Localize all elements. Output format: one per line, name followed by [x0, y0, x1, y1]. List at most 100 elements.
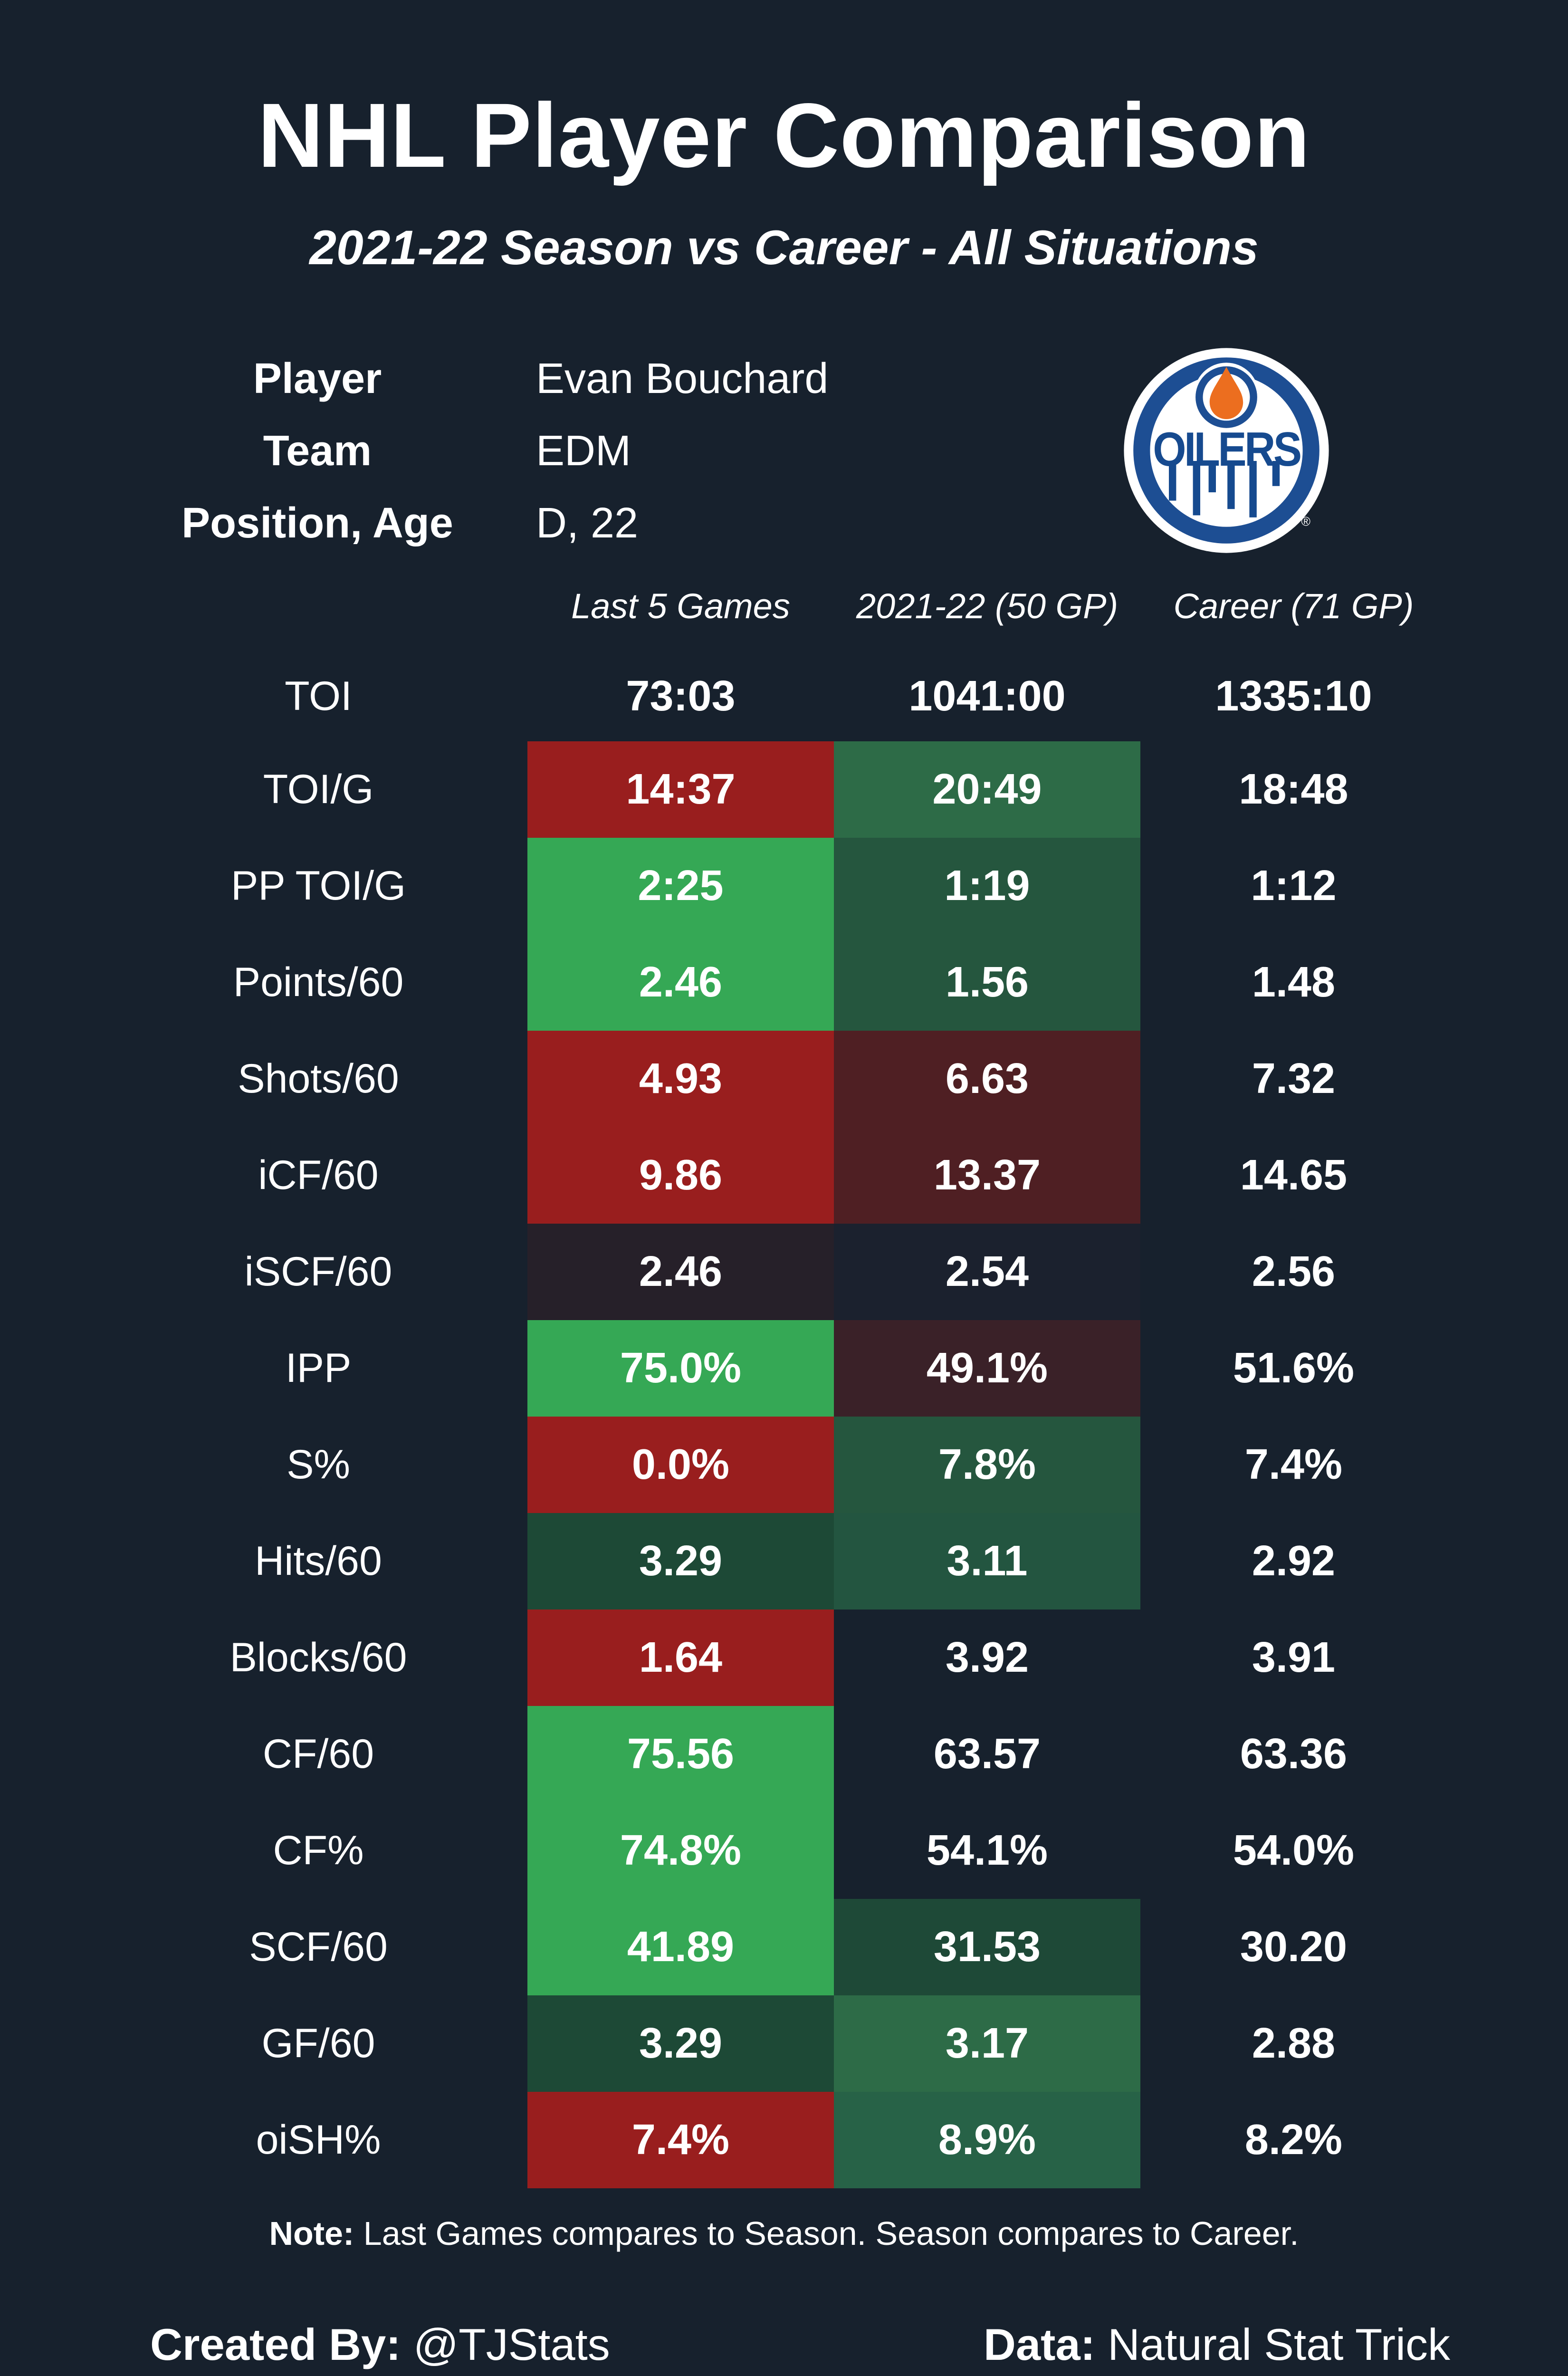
- stat-value: 1.48: [1252, 958, 1336, 1006]
- table-row: TOI 73:03 1041:00 1335:10: [0, 651, 1568, 741]
- stat-value: 2.46: [527, 1224, 834, 1320]
- stat-value: 7.4%: [1244, 1441, 1343, 1488]
- stat-value: 73:03: [626, 672, 736, 720]
- team-name: EDM: [536, 427, 631, 475]
- created-by-label: Created By:: [150, 2319, 401, 2369]
- footnote: Note: Last Games compares to Season. Sea…: [0, 2214, 1568, 2252]
- stat-value: 1:12: [1251, 862, 1337, 910]
- stat-value: 63.36: [1240, 1730, 1348, 1778]
- stat-value: 1041:00: [908, 672, 1066, 720]
- stat-value: 2.54: [834, 1224, 1140, 1320]
- stat-value: 2.46: [527, 934, 834, 1031]
- stat-value: 75.0%: [527, 1320, 834, 1417]
- stat-label: Points/60: [233, 959, 404, 1005]
- page-subtitle: 2021-22 Season vs Career - All Situation…: [309, 220, 1259, 275]
- stat-value: 3.29: [527, 1995, 834, 2092]
- table-row: Points/60 2.46 1.56 1.48: [0, 934, 1568, 1031]
- table-header-row: Last 5 Games 2021-22 (50 GP) Career (71 …: [0, 561, 1568, 651]
- stat-value: 8.2%: [1244, 2116, 1343, 2164]
- stat-label: PP TOI/G: [230, 863, 406, 909]
- stat-value: 13.37: [834, 1127, 1140, 1224]
- stat-value: 7.32: [1252, 1055, 1336, 1102]
- stat-value: 3.92: [945, 1634, 1029, 1681]
- registered-trademark: ®: [1301, 514, 1310, 528]
- stat-value: 54.0%: [1233, 1827, 1355, 1874]
- stat-value: 74.8%: [527, 1802, 834, 1899]
- stat-value: 2:25: [527, 838, 834, 934]
- stat-value: 1.64: [527, 1610, 834, 1706]
- position-age-label: Position, Age: [182, 499, 453, 547]
- stat-value: 3.11: [834, 1513, 1140, 1610]
- stat-label: GF/60: [261, 2021, 375, 2066]
- stat-value: 30.20: [1240, 1923, 1348, 1971]
- stat-value: 63.57: [933, 1730, 1041, 1778]
- stat-value: 7.8%: [834, 1417, 1140, 1513]
- stat-value: 14.65: [1240, 1151, 1348, 1199]
- edmonton-oilers-logo-icon: OILERS ®: [1122, 346, 1331, 555]
- footnote-label: Note:: [269, 2215, 354, 2252]
- table-row: Shots/60 4.93 6.63 7.32: [0, 1031, 1568, 1127]
- stat-label: iCF/60: [258, 1152, 379, 1198]
- table-row: iSCF/60 2.46 2.54 2.56: [0, 1224, 1568, 1320]
- table-row: Hits/60 3.29 3.11 2.92: [0, 1513, 1568, 1610]
- player-info-row: Player Evan Bouchard: [0, 343, 1568, 415]
- stat-label: Hits/60: [255, 1538, 382, 1584]
- stat-value: 8.9%: [834, 2092, 1140, 2188]
- stat-value: 1:19: [834, 838, 1140, 934]
- table-row: Blocks/60 1.64 3.92 3.91: [0, 1610, 1568, 1706]
- stat-value: 6.63: [834, 1031, 1140, 1127]
- table-row: iCF/60 9.86 13.37 14.65: [0, 1127, 1568, 1224]
- player-info-row: Team EDM: [0, 415, 1568, 487]
- stat-value: 2.92: [1252, 1537, 1336, 1585]
- stat-label: Shots/60: [238, 1056, 399, 1102]
- stats-table: Last 5 Games 2021-22 (50 GP) Career (71 …: [0, 561, 1568, 2188]
- stat-value: 3.29: [527, 1513, 834, 1610]
- stat-value: 14:37: [527, 741, 834, 838]
- stat-label: Blocks/60: [229, 1635, 407, 1680]
- stat-value: 18:48: [1239, 766, 1348, 813]
- data-source-label: Data:: [983, 2319, 1095, 2369]
- position-age-value: D, 22: [536, 499, 639, 547]
- stat-label: TOI: [285, 673, 352, 719]
- stat-label: TOI/G: [263, 766, 374, 812]
- player-name: Evan Bouchard: [536, 355, 829, 402]
- column-header-last-5-games: Last 5 Games: [571, 586, 790, 626]
- stat-value: 4.93: [527, 1031, 834, 1127]
- stat-label: oiSH%: [256, 2117, 381, 2163]
- stat-value: 0.0%: [527, 1417, 834, 1513]
- stat-value: 31.53: [834, 1899, 1140, 1995]
- stat-label: CF%: [273, 1828, 364, 1873]
- player-info-row: Position, Age D, 22: [0, 487, 1568, 559]
- stat-label: SCF/60: [249, 1924, 388, 1970]
- stat-value: 51.6%: [1233, 1344, 1355, 1392]
- stat-value: 1335:10: [1215, 672, 1372, 720]
- oilers-logo-svg: OILERS ®: [1124, 348, 1329, 553]
- stat-value: 2.56: [1252, 1248, 1336, 1295]
- stat-value: 9.86: [527, 1127, 834, 1224]
- data-source-value: Natural Stat Trick: [1095, 2319, 1450, 2369]
- stat-value: 1.56: [834, 934, 1140, 1031]
- column-header-career: Career (71 GP): [1173, 586, 1414, 626]
- stat-value: 7.4%: [527, 2092, 834, 2188]
- stat-value: 2.88: [1252, 2020, 1336, 2067]
- page-title: NHL Player Comparison: [258, 84, 1310, 186]
- stat-label: S%: [287, 1442, 350, 1487]
- stat-value: 20:49: [834, 741, 1140, 838]
- footnote-text: Last Games compares to Season. Season co…: [354, 2215, 1299, 2252]
- stat-value: 41.89: [527, 1899, 834, 1995]
- created-by-handle: @TJStats: [401, 2319, 610, 2369]
- stat-label: CF/60: [262, 1731, 374, 1777]
- table-row: CF/60 75.56 63.57 63.36: [0, 1706, 1568, 1802]
- team-label: Team: [263, 427, 372, 475]
- stat-value: 3.91: [1252, 1634, 1336, 1681]
- player-label: Player: [253, 355, 382, 402]
- table-row: SCF/60 41.89 31.53 30.20: [0, 1899, 1568, 1995]
- table-row: GF/60 3.29 3.17 2.88: [0, 1995, 1568, 2092]
- table-row: TOI/G 14:37 20:49 18:48: [0, 741, 1568, 838]
- table-row: PP TOI/G 2:25 1:19 1:12: [0, 838, 1568, 934]
- table-row: CF% 74.8% 54.1% 54.0%: [0, 1802, 1568, 1899]
- stat-value: 75.56: [527, 1706, 834, 1802]
- column-header-season: 2021-22 (50 GP): [856, 586, 1119, 626]
- stat-value: 49.1%: [834, 1320, 1140, 1417]
